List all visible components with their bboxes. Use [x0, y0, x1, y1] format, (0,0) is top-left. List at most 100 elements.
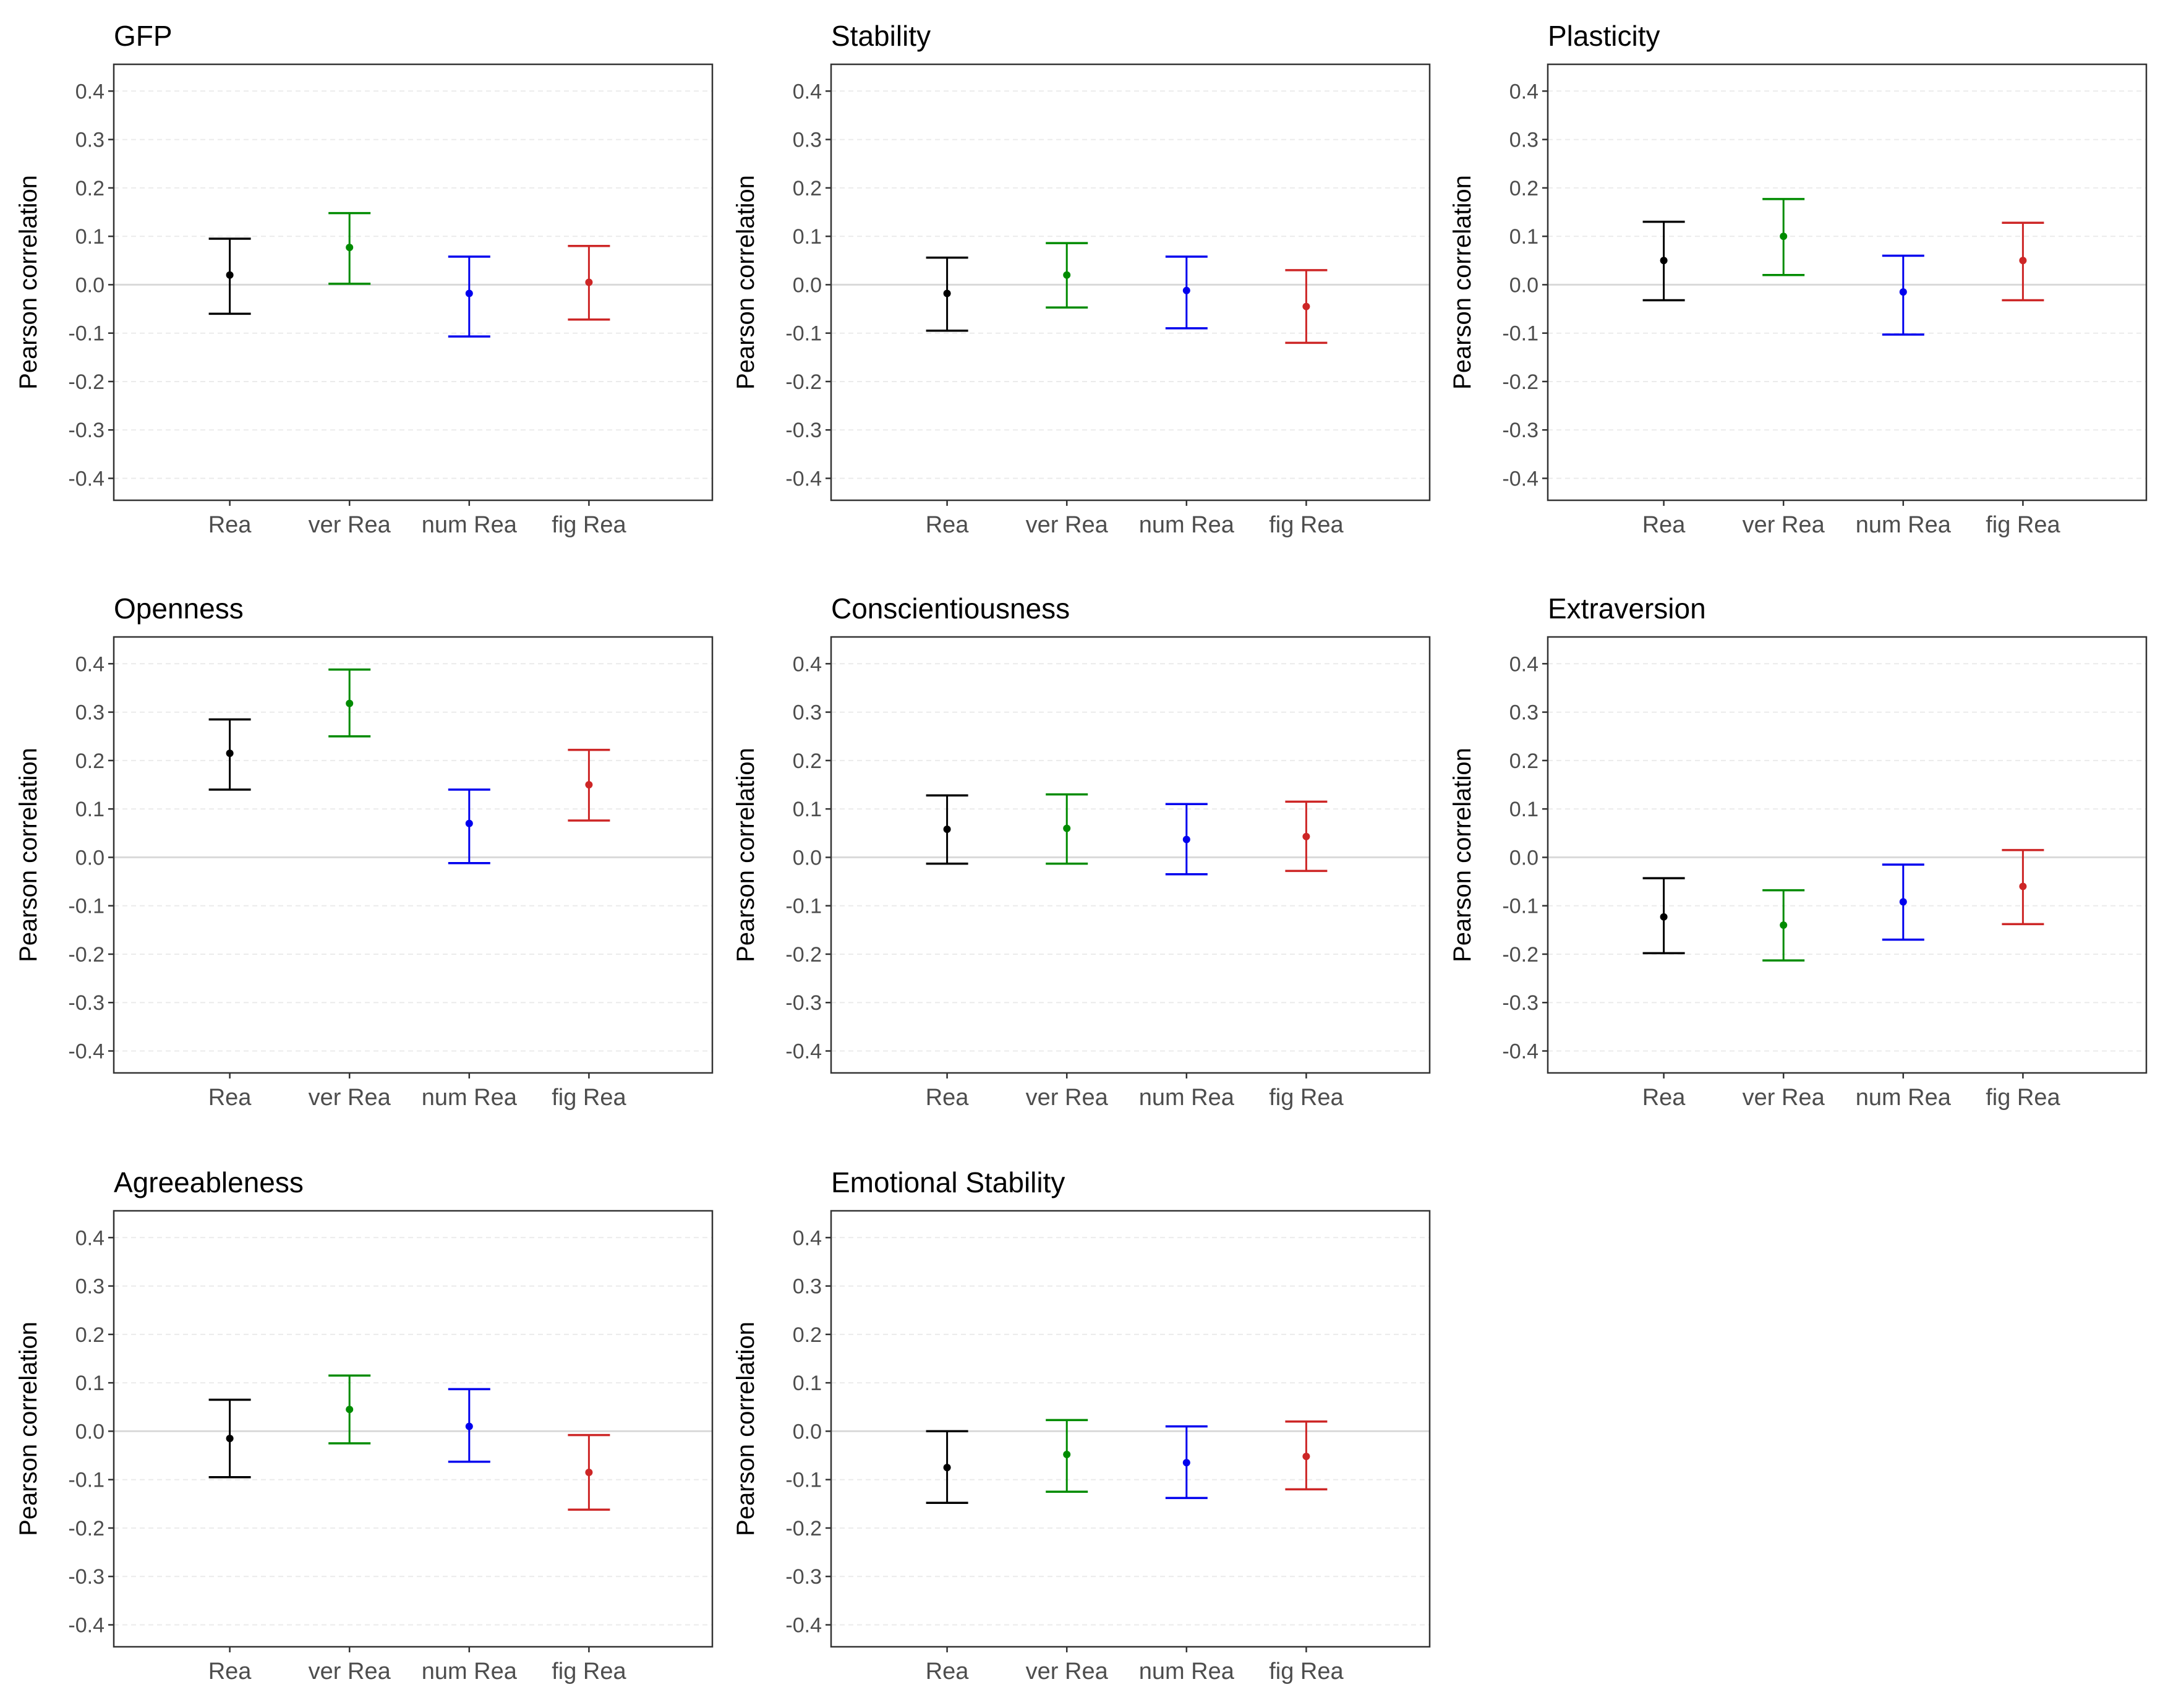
point-estimate — [1182, 286, 1190, 294]
error-bar — [926, 256, 968, 332]
y-tick-label: -0.4 — [1502, 468, 1539, 491]
point-estimate — [585, 278, 593, 286]
y-tick-label: -0.2 — [785, 1517, 822, 1540]
y-tick-label: -0.4 — [68, 1040, 105, 1064]
error-bar — [208, 718, 251, 791]
point-estimate — [465, 289, 473, 297]
panel-extraversion: Extraversion Pearson correlation 0.4 0.3 0.2… — [1449, 592, 2148, 1111]
y-tick-label: -0.2 — [1502, 943, 1539, 967]
plot-frame — [1547, 63, 2148, 502]
x-tick-label: num Rea — [1139, 1085, 1235, 1111]
plot-frame — [830, 636, 1431, 1074]
y-tick-label: -0.1 — [785, 895, 822, 918]
panel-openness: Openness Pearson correlation 0.4 0.3 0.2 0.1 0… — [15, 592, 714, 1111]
panel-plasticity: Plasticity Pearson correlation 0.4 0.3 0.2 0.… — [1449, 20, 2148, 538]
y-axis-label: Pearson correlation — [15, 1322, 42, 1536]
y-tick-label: 0.0 — [793, 846, 822, 869]
y-tick-label: -0.3 — [68, 991, 105, 1015]
x-tick-label: num Rea — [1139, 512, 1235, 538]
point-estimate — [465, 1422, 473, 1430]
x-tick-label: Rea — [208, 512, 252, 538]
y-tick-label: 0.0 — [1509, 273, 1539, 297]
x-tick-label: num Rea — [1139, 1659, 1235, 1685]
point-estimate — [226, 749, 234, 758]
x-tick-label: fig Rea — [1269, 1659, 1344, 1685]
y-tick-label: 0.4 — [793, 652, 822, 676]
error-bar — [1285, 1420, 1328, 1491]
error-bar — [1165, 1425, 1208, 1500]
x-tick-label: Rea — [926, 1085, 970, 1111]
error-bar — [2002, 221, 2044, 302]
panel-title: Openness — [114, 592, 244, 625]
error-bar — [1642, 220, 1685, 302]
y-tick-label: -0.4 — [785, 468, 822, 491]
error-bar — [1285, 269, 1328, 344]
error-bar — [1046, 242, 1088, 309]
error-bar — [568, 245, 610, 321]
error-bar — [1642, 877, 1685, 955]
y-tick-label: 0.2 — [75, 177, 105, 200]
y-tick-label: -0.3 — [68, 1565, 105, 1589]
point-estimate — [346, 244, 354, 252]
error-bar — [448, 255, 490, 338]
point-estimate — [1780, 233, 1788, 241]
point-estimate — [346, 1406, 354, 1414]
plot-frame — [830, 1210, 1431, 1648]
point-estimate — [1660, 913, 1668, 921]
y-tick-label: -0.1 — [785, 1469, 822, 1492]
error-bar — [1165, 803, 1208, 876]
y-tick-label: -0.2 — [1502, 370, 1539, 394]
y-tick-label: 0.3 — [1509, 701, 1539, 725]
error-bar — [1882, 863, 1924, 941]
error-bar — [2002, 848, 2044, 926]
y-tick-label: 0.0 — [75, 1420, 105, 1443]
point-estimate — [226, 271, 234, 279]
y-tick-label: 0.4 — [793, 1226, 822, 1250]
x-tick-label: Rea — [926, 1659, 970, 1685]
y-tick-label: 0.2 — [793, 1323, 822, 1347]
y-tick-label: -0.3 — [1502, 419, 1539, 442]
point-estimate — [1182, 835, 1190, 843]
error-bar — [448, 1388, 490, 1463]
y-tick-label: 0.0 — [793, 273, 822, 297]
point-estimate — [1063, 271, 1071, 279]
x-tick-label: fig Rea — [1269, 512, 1344, 538]
point-estimate — [1063, 1450, 1071, 1458]
plot-frame — [113, 636, 714, 1074]
y-tick-label: 0.3 — [75, 1275, 105, 1299]
point-estimate — [2019, 882, 2027, 890]
y-tick-label: 0.0 — [1509, 846, 1539, 869]
y-tick-label: 0.3 — [793, 129, 822, 152]
error-bar — [448, 788, 490, 865]
point-estimate — [1302, 302, 1310, 310]
panel-agreeableness: Agreeableness Pearson correlation 0.4 0.3 0.… — [15, 1166, 714, 1685]
y-tick-label: -0.2 — [785, 370, 822, 394]
x-tick-label: num Rea — [1856, 1085, 1952, 1111]
x-tick-label: fig Rea — [552, 1085, 626, 1111]
y-tick-label: -0.3 — [68, 419, 105, 442]
y-tick-label: 0.4 — [75, 1226, 105, 1250]
point-estimate — [1302, 832, 1310, 840]
y-tick-label: 0.1 — [1509, 798, 1539, 821]
panel-title: Agreeableness — [114, 1166, 304, 1198]
panel-title: Extraversion — [1548, 592, 1706, 625]
y-axis-label: Pearson correlation — [15, 175, 42, 390]
point-estimate — [1899, 288, 1907, 296]
x-tick-label: Rea — [208, 1659, 252, 1685]
y-tick-label: -0.3 — [785, 419, 822, 442]
panel-title: Stability — [831, 20, 931, 52]
error-bar — [1762, 889, 1805, 962]
panel-gfp: GFP Pearson correlation 0.4 0.3 0.2 0.1 0.0 -0.… — [15, 20, 714, 538]
y-tick-label: 0.3 — [793, 1275, 822, 1299]
y-tick-label: 0.4 — [793, 80, 822, 103]
y-tick-label: 0.1 — [793, 225, 822, 249]
x-tick-label: fig Rea — [552, 1659, 626, 1685]
x-tick-label: Rea — [926, 512, 970, 538]
panel-title: GFP — [114, 20, 173, 52]
error-bar — [328, 211, 371, 285]
x-tick-label: Rea — [208, 1085, 252, 1111]
y-tick-label: -0.1 — [1502, 322, 1539, 346]
y-tick-label: -0.4 — [785, 1040, 822, 1064]
point-estimate — [585, 1468, 593, 1476]
